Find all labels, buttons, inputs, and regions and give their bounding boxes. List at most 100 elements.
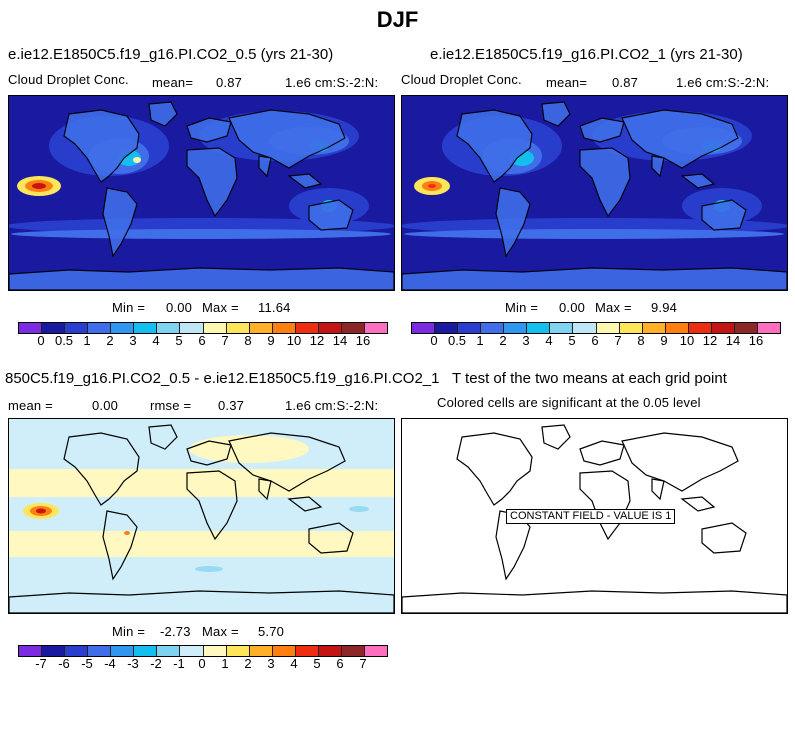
panel-title-top-right: e.ie12.E1850C5.f19_g16.PI.CO2_1 (yrs 21-…	[430, 46, 743, 63]
colorbar-swatch	[65, 646, 89, 656]
colorbar-tick-label: 16	[355, 333, 371, 348]
colorbar-swatch	[249, 323, 273, 333]
colorbar-tick-label: 7	[614, 333, 622, 348]
colorbar-swatch	[203, 646, 227, 656]
colorbar-tick-label: 0	[430, 333, 438, 348]
colorbar-swatch	[642, 323, 666, 333]
colorbar-swatch	[734, 323, 758, 333]
colorbar-swatch	[249, 646, 273, 656]
colorbar-swatch	[226, 646, 250, 656]
colorbar-tick-label: 14	[332, 333, 348, 348]
colorbar-swatch	[272, 646, 296, 656]
rmse-value-bottom-left: 0.37	[218, 398, 245, 413]
colorbar-swatch	[341, 323, 365, 333]
map-top-left	[8, 95, 395, 291]
colorbar-swatch	[435, 323, 459, 333]
colorbar-tick-label: 5	[313, 656, 321, 671]
colorbar-tick-label: 4	[545, 333, 553, 348]
colorbar-tick-label: 3	[522, 333, 530, 348]
colorbar-swatch	[272, 323, 296, 333]
colorbar-tick-label: 4	[152, 333, 160, 348]
mean-value-bottom-left: 0.00	[92, 398, 119, 413]
colorbar-tick-label: 9	[660, 333, 668, 348]
colorbar-swatch	[504, 323, 528, 333]
rmse-label-bottom-left: rmse =	[150, 398, 192, 413]
max-label-top-left: Max =	[202, 300, 239, 315]
constant-field-note: CONSTANT FIELD - VALUE IS 1	[506, 509, 676, 524]
colorbar-tick-label: 3	[267, 656, 275, 671]
colorbar-tick-label: -3	[127, 656, 139, 671]
colorbar-tick-label: 8	[637, 333, 645, 348]
colorbar-swatch	[364, 646, 387, 656]
colorbar-labels-top-left: 0 0.5 1 2 3 4 5 6 7 8 9 10 12 14 16	[18, 333, 386, 349]
colorbar-tick-label: 0	[198, 656, 206, 671]
colorbar-swatch	[65, 323, 89, 333]
colorbar-swatch	[157, 646, 181, 656]
colorbar-tick-label: -5	[81, 656, 93, 671]
colorbar-swatch	[688, 323, 712, 333]
colorbar-tick-label: 5	[568, 333, 576, 348]
colorbar-swatch	[88, 323, 112, 333]
panel-title-bottom-right: T test of the two means at each grid poi…	[452, 370, 727, 387]
colorbar-swatch	[295, 646, 319, 656]
mean-label-top-right: mean=	[546, 75, 588, 90]
colorbar-tick-label: 2	[244, 656, 252, 671]
colorbar-tick-label: -4	[104, 656, 116, 671]
colorbar-tick-label: 16	[748, 333, 764, 348]
colorbar-tick-label: -2	[150, 656, 162, 671]
colorbar-tick-label: 12	[309, 333, 325, 348]
min-value-top-right: 0.00	[559, 300, 586, 315]
mean-value-top-right: 0.87	[612, 75, 639, 90]
colorbar-swatch	[111, 646, 135, 656]
colorbar-tick-label: 0	[37, 333, 45, 348]
colorbar-swatch	[364, 323, 387, 333]
units-top-left: 1.e6 cm:S:-2:N:	[285, 75, 379, 90]
colorbar-bottom-left	[18, 645, 388, 657]
colorbar-swatch	[458, 323, 482, 333]
colorbar-tick-label: -6	[58, 656, 70, 671]
max-label-bottom-left: Max =	[202, 624, 239, 639]
colorbar-tick-label: 0.5	[54, 333, 74, 348]
colorbar-top-left	[18, 322, 388, 334]
colorbar-tick-label: 0.5	[447, 333, 467, 348]
colorbar-tick-label: 14	[725, 333, 741, 348]
colorbar-tick-label: 5	[175, 333, 183, 348]
colorbar-tick-label: 2	[106, 333, 114, 348]
colorbar-swatch	[665, 323, 689, 333]
max-value-bottom-left: 5.70	[258, 624, 285, 639]
colorbar-swatch	[318, 323, 342, 333]
map-bottom-right: CONSTANT FIELD - VALUE IS 1	[401, 418, 788, 614]
colorbar-top-right	[411, 322, 781, 334]
min-value-top-left: 0.00	[166, 300, 193, 315]
colorbar-tick-label: 10	[286, 333, 302, 348]
colorbar-swatch	[596, 323, 620, 333]
colorbar-tick-label: 6	[336, 656, 344, 671]
variable-label-top-right: Cloud Droplet Conc.	[401, 72, 522, 87]
colorbar-tick-label: 6	[591, 333, 599, 348]
colorbar-swatch	[573, 323, 597, 333]
colorbar-swatch	[318, 646, 342, 656]
units-bottom-left: 1.e6 cm:S:-2:N:	[285, 398, 379, 413]
colorbar-swatch	[757, 323, 780, 333]
colorbar-tick-label: 8	[244, 333, 252, 348]
colorbar-swatch	[42, 323, 66, 333]
colorbar-swatch	[295, 323, 319, 333]
colorbar-tick-label: 7	[359, 656, 367, 671]
panel-title-top-left: e.ie12.E1850C5.f19_g16.PI.CO2_0.5 (yrs 2…	[8, 46, 334, 63]
colorbar-swatch	[134, 323, 158, 333]
colorbar-tick-label: -1	[173, 656, 185, 671]
colorbar-tick-label: -7	[35, 656, 47, 671]
colorbar-swatch	[19, 646, 43, 656]
mean-value-top-left: 0.87	[216, 75, 243, 90]
colorbar-swatch	[180, 323, 204, 333]
colorbar-tick-label: 1	[476, 333, 484, 348]
colorbar-tick-label: 12	[702, 333, 718, 348]
colorbar-swatch	[134, 646, 158, 656]
figure-title: DJF	[376, 7, 419, 32]
colorbar-swatch	[88, 646, 112, 656]
colorbar-tick-label: 10	[679, 333, 695, 348]
max-value-top-left: 11.64	[258, 300, 291, 315]
max-label-top-right: Max =	[595, 300, 632, 315]
colorbar-swatch	[19, 323, 43, 333]
colorbar-swatch	[481, 323, 505, 333]
